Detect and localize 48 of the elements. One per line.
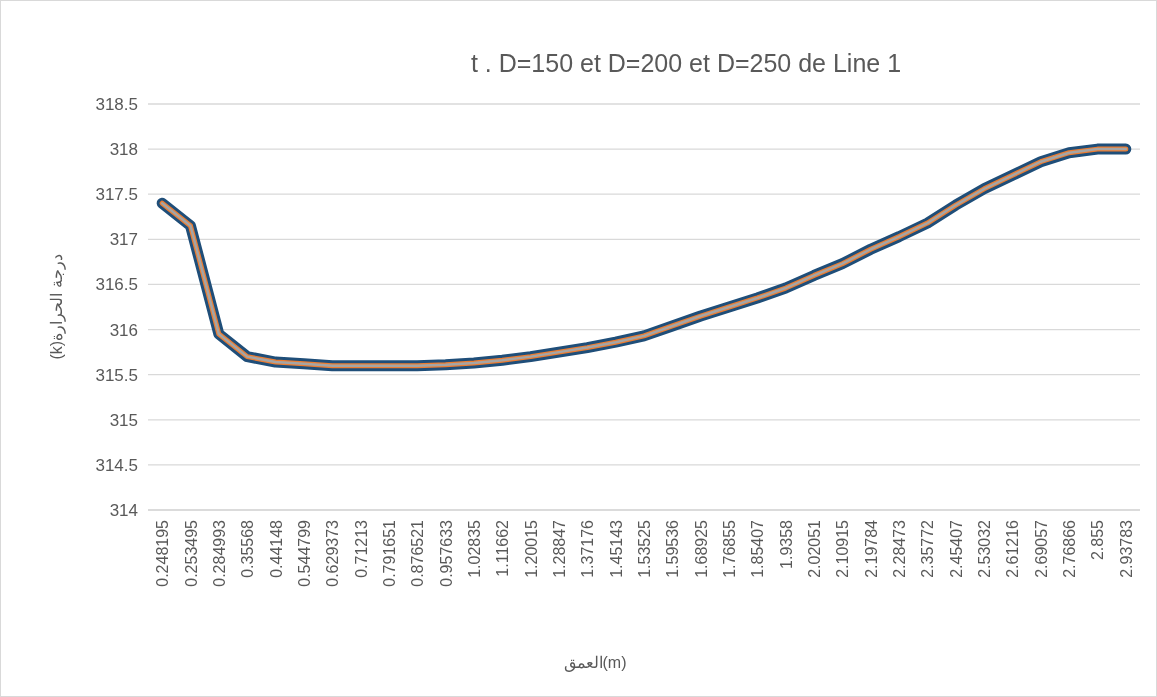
y-tick-label: 314 [109, 501, 138, 520]
x-tick-label: 0.44148 [267, 519, 285, 578]
x-tick-label: 1.59536 [664, 519, 682, 578]
x-tick-label: 0.253495 [182, 519, 200, 587]
y-tick-label: 318.5 [95, 95, 138, 114]
x-tick-label: 2.69057 [1032, 519, 1050, 578]
y-tick-label: 316 [109, 320, 138, 340]
x-axis-title: العمق(m) [563, 654, 627, 672]
x-tick-label: 2.35772 [919, 519, 937, 578]
x-tick-label: 1.53525 [636, 519, 653, 578]
y-tick-label: 315 [109, 410, 138, 430]
x-tick-label: 1.11662 [494, 519, 512, 577]
x-tick-label: 0.284993 [210, 519, 228, 587]
y-tick-label: 314.5 [95, 455, 138, 475]
x-tick-label: 1.68925 [692, 519, 710, 578]
y-axis-title: (k)درجة الحرارة [48, 254, 66, 360]
chart-title: t . D=150 et D=200 et D=250 de Line 1 [470, 49, 902, 77]
x-tick-label: 1.02835 [465, 519, 483, 578]
x-tick-label: 1.9358 [777, 519, 795, 569]
x-tick-label: 0.544799 [295, 519, 313, 587]
x-tick-label: 2.45407 [947, 519, 965, 578]
x-tick-label: 2.02051 [806, 519, 824, 578]
y-tick-label: 317 [109, 230, 138, 250]
x-tick-label: 1.45143 [607, 519, 625, 578]
x-tick-label: 0.791651 [380, 519, 398, 587]
x-tick-label: 2.28473 [891, 519, 909, 578]
x-tick-label: 1.20015 [522, 519, 540, 578]
x-tick-label: 2.61216 [1004, 519, 1022, 578]
x-tick-label: 2.19784 [862, 519, 880, 578]
x-tick-label: 0.957633 [437, 519, 455, 587]
x-tick-label: 0.248195 [154, 519, 172, 587]
x-tick-label: 1.76855 [721, 519, 739, 578]
x-tick-label: 1.28847 [550, 519, 568, 578]
x-tick-label: 2.10915 [834, 519, 852, 578]
y-tick-label: 317.5 [95, 185, 138, 205]
x-tick-label: 2.53032 [976, 519, 994, 578]
x-tick-label: 0.876521 [409, 519, 427, 587]
x-tick-label: 2.93783 [1117, 519, 1135, 578]
x-tick-label: 0.71213 [352, 519, 370, 578]
y-tick-label: 316.5 [95, 275, 138, 295]
x-tick-label: 0.629373 [324, 519, 342, 587]
x-tick-label: 2.855 [1089, 519, 1107, 561]
x-tick-label: 2.76866 [1061, 519, 1079, 578]
x-tick-label: 1.85407 [749, 519, 767, 578]
y-tick-label: 315.5 [95, 365, 138, 385]
x-tick-label: 1.37176 [579, 519, 597, 578]
y-tick-label: 318 [109, 140, 138, 160]
x-tick-label: 0.35568 [239, 519, 257, 578]
